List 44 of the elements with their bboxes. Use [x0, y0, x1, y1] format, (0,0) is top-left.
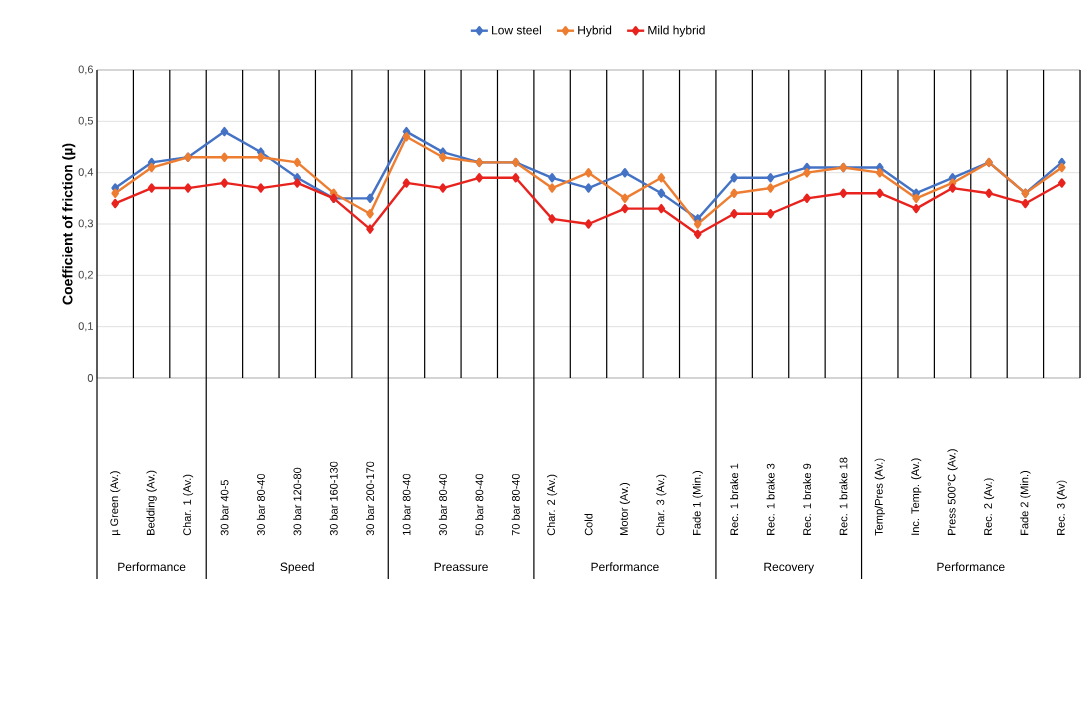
x-tick-label: Temp/Pres (Av.) [874, 458, 885, 536]
x-tick-label: Press 500°C (Av.) [947, 449, 958, 535]
y-tick-label: 0,6 [78, 65, 93, 75]
x-tick-label: Cold [584, 513, 593, 536]
x-tick-label: Rec. 3 (Av) [1056, 480, 1067, 535]
text: Speed [280, 562, 314, 574]
text: Performance [118, 562, 186, 572]
x-tick-label: 30 bar 120-80 [293, 467, 302, 536]
x-tick-label: Fade 2 (Min.) [1020, 471, 1031, 535]
legend-label: Mild hybrid [648, 25, 705, 37]
text: Preassure [434, 562, 488, 572]
x-tick-label: Rec. 1 brake 1 [730, 463, 739, 535]
legend-label: Low steel [492, 25, 541, 35]
text: Performance [591, 562, 659, 572]
x-tick-label: 30 bar 200-170 [366, 461, 375, 536]
x-tick-label: 30 bar 80-40 [438, 473, 447, 536]
y-tick-label: 0,1 [78, 322, 93, 332]
x-tick-label: 30 bar 80-40 [256, 473, 265, 536]
x-tick-label: Char. 2 (Av.) [546, 474, 558, 536]
text: Performance [937, 562, 1005, 572]
y-axis-title: Coefficient of friction (µ) [62, 143, 76, 305]
x-tick-label: Rec. 1 brake 18 [839, 457, 848, 535]
x-tick-label: Rec. 1 brake 9 [802, 463, 811, 535]
x-tick-label: Rec. 1 brake 3 [766, 463, 775, 535]
text: Recovery [764, 562, 815, 574]
x-tick-label: 10 bar 80-40 [402, 473, 411, 536]
x-tick-label: 30 bar 160-130 [329, 461, 338, 536]
x-tick-label: Char. 3 (Av.) [656, 474, 667, 536]
x-tick-label: Char. 1 (Av.) [182, 474, 194, 536]
y-tick-label: 0,5 [78, 116, 93, 126]
x-tick-label: Inc. Temp. (Av.) [911, 458, 922, 535]
x-tick-label: Bedding (Av.) [146, 470, 157, 535]
x-tick-label: Motor (Av.) [619, 483, 631, 535]
x-tick-label: 70 bar 80-40 [511, 473, 520, 536]
y-tick-label: 0,4 [78, 168, 94, 178]
x-tick-label: Rec. 2 (Av.) [983, 478, 995, 535]
x-tick-label: Fade 1 (Min.) [692, 471, 703, 535]
x-tick-label: 50 bar 80-40 [475, 473, 484, 536]
legend-label: Hybrid [578, 25, 612, 37]
y-tick-label: 0 [87, 374, 94, 382]
y-tick-label: 0,3 [78, 219, 93, 229]
y-tick-label: 0,2 [78, 270, 93, 280]
x-tick-label: 30 bar 40-5 [220, 480, 229, 536]
x-tick-label: µ Green (Av.) [110, 471, 121, 536]
